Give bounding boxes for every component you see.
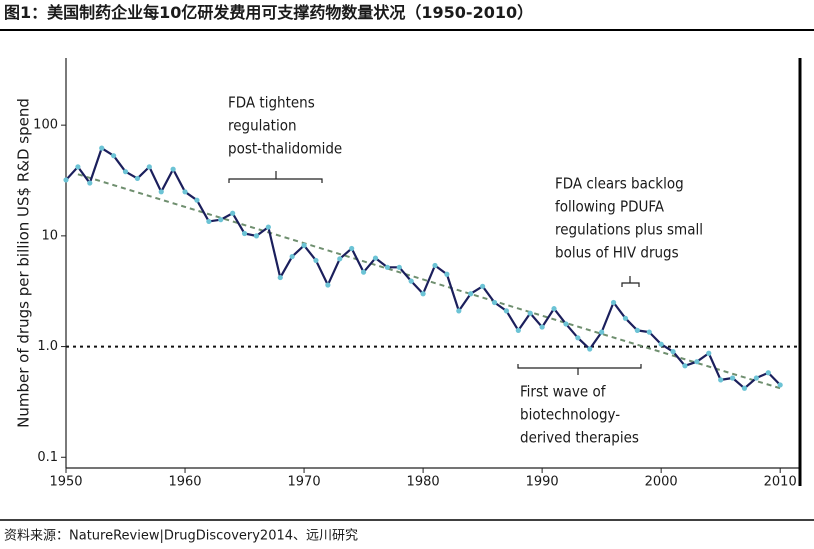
data-point <box>575 335 581 341</box>
annotation: biotechnology- <box>520 406 620 424</box>
data-point <box>122 169 129 175</box>
data-point <box>313 257 319 264</box>
data-point <box>515 327 521 333</box>
annotation: FDA tightens <box>228 94 315 112</box>
data-point <box>634 327 640 333</box>
data-point <box>432 262 438 269</box>
data-point <box>420 291 426 297</box>
data-point <box>349 245 355 252</box>
data-point <box>718 377 724 383</box>
data-point <box>206 218 212 225</box>
data-point <box>87 180 93 186</box>
data-point <box>694 359 700 365</box>
data-point <box>360 269 367 275</box>
chart-title: 图1：美国制药企业每10亿研发费用可支撑药物数量状况（1950-2010） <box>4 3 533 22</box>
data-point <box>527 310 533 316</box>
data-point <box>337 256 343 262</box>
data-point <box>491 299 498 306</box>
data-point <box>111 153 117 159</box>
x-tick-label: 1980 <box>407 475 440 490</box>
data-point <box>253 233 260 239</box>
source: 资料来源：NatureReview|DrugDiscovery2014、远川研究 <box>4 529 358 544</box>
data-point <box>194 197 200 203</box>
annotation: derived therapies <box>520 429 639 447</box>
data-point <box>99 145 105 151</box>
annotation: following PDUFA <box>555 198 665 216</box>
annotation: bolus of HIV drugs <box>555 244 679 262</box>
annotation-brackets <box>228 171 642 375</box>
data-point <box>551 306 557 312</box>
y-tick-label: 10 <box>41 228 58 243</box>
data-point <box>682 363 688 369</box>
data-point <box>265 224 271 230</box>
data-point <box>599 329 605 335</box>
data-point <box>765 370 771 376</box>
annotation: regulations plus small <box>555 221 703 239</box>
data-point <box>218 217 224 223</box>
x-tick-label: 2000 <box>645 475 678 490</box>
data-point <box>301 242 307 248</box>
annotation: First wave of <box>520 383 607 401</box>
data-point <box>170 166 176 172</box>
data-point <box>63 177 69 183</box>
data-point <box>456 308 462 314</box>
x-tick-label: 1950 <box>49 475 82 490</box>
data-point <box>230 210 236 216</box>
data-point <box>158 189 164 195</box>
y-tick-label: 0.1 <box>37 450 58 465</box>
data-point <box>539 324 545 330</box>
data-point <box>563 321 569 327</box>
data-point <box>289 253 295 260</box>
data-point <box>658 341 664 347</box>
data-point <box>408 278 414 284</box>
data-point <box>587 346 593 352</box>
data-point <box>277 274 283 281</box>
data-point <box>753 375 759 381</box>
data-point <box>134 175 141 182</box>
data-point <box>75 164 81 170</box>
y-axis-label: Number of drugs per billion US$ R&D spen… <box>15 98 33 428</box>
annotation: post-thalidomide <box>228 140 342 158</box>
data-point <box>182 189 188 195</box>
y-tick-label: 1.0 <box>37 339 58 354</box>
data-point <box>241 230 248 237</box>
data-point <box>622 315 629 321</box>
annotation: regulation <box>228 117 297 135</box>
data-point <box>706 350 712 356</box>
data-point <box>503 308 510 314</box>
data-point <box>146 164 152 170</box>
data-point <box>741 385 748 391</box>
data-point <box>646 329 652 335</box>
data-point <box>372 255 379 261</box>
x-tick-label: 2010 <box>764 475 797 490</box>
data-point <box>670 349 676 355</box>
data-point <box>468 291 474 297</box>
data-point <box>729 375 736 381</box>
data-point <box>325 282 331 288</box>
x-tick-label: 1960 <box>168 475 201 490</box>
y-tick-label: 100 <box>33 118 58 133</box>
data-point <box>444 271 450 277</box>
x-tick-label: 1990 <box>526 475 559 490</box>
data-point <box>610 299 617 306</box>
data-point <box>384 264 390 270</box>
data-point <box>777 382 783 388</box>
x-tick-label: 1970 <box>288 475 321 490</box>
data-point <box>480 283 486 289</box>
data-point <box>396 264 402 270</box>
annotation: FDA clears backlog <box>555 175 684 193</box>
